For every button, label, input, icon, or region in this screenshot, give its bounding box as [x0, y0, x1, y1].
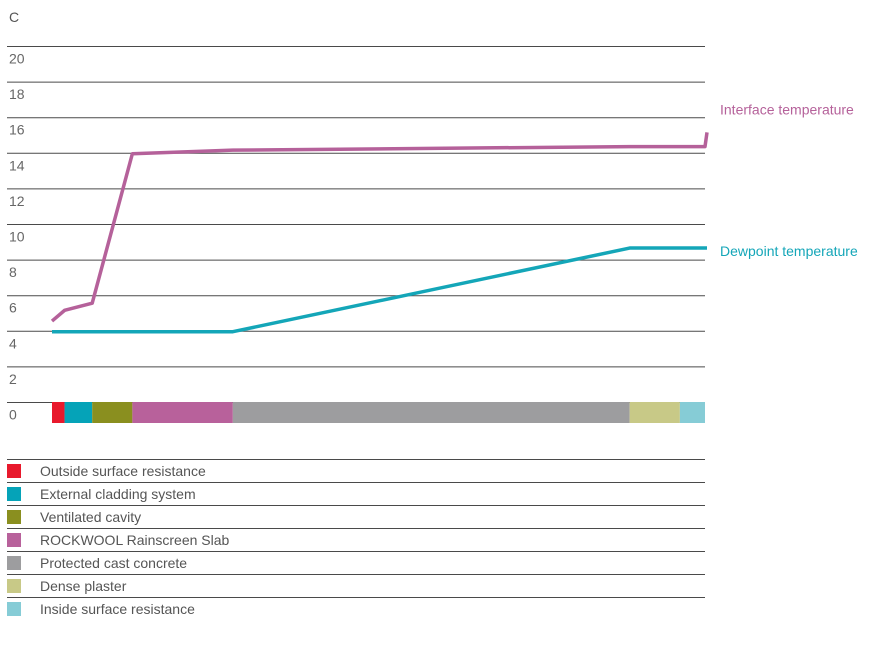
y-tick-label: 6 [9, 300, 17, 316]
series-label: Dewpoint temperature [720, 243, 858, 259]
series-label: Interface temperature [720, 101, 854, 117]
layer-segment [232, 402, 630, 423]
legend-swatch [7, 487, 21, 501]
legend-swatch [7, 533, 21, 547]
legend-label: Ventilated cavity [40, 509, 142, 525]
layer-segment [52, 402, 65, 423]
legend-item: Dense plaster [7, 574, 705, 597]
layer-segment [629, 402, 680, 423]
y-tick-label: 0 [9, 407, 17, 423]
series-line [52, 246, 707, 334]
y-tick-label: 14 [9, 157, 25, 173]
legend-swatch [7, 556, 21, 570]
legend-item: Inside surface resistance [7, 597, 705, 620]
legend-label: Outside surface resistance [40, 463, 206, 479]
series-labels: Interface temperature Dewpoint temperatur… [720, 101, 858, 259]
layer-segment [64, 402, 93, 423]
y-tick-label: 18 [9, 86, 25, 102]
legend-item: External cladding system [7, 482, 705, 505]
y-tick-label: 4 [9, 335, 17, 351]
series-line [50, 132, 709, 323]
layer-segment [679, 402, 705, 423]
legend-label: ROCKWOOL Rainscreen Slab [40, 532, 230, 548]
legend-item: ROCKWOOL Rainscreen Slab [7, 528, 705, 551]
legend-item: Protected cast concrete [7, 551, 705, 574]
series-lines [50, 132, 709, 334]
legend-label: Inside surface resistance [40, 601, 195, 617]
legend-label: Dense plaster [40, 578, 127, 594]
y-tick-label: 16 [9, 122, 25, 138]
layer-bar [52, 402, 705, 423]
y-tick-label: 8 [9, 264, 17, 280]
legend-item: Outside surface resistance [7, 459, 705, 482]
layer-segment [92, 402, 133, 423]
legend-label: External cladding system [40, 486, 196, 502]
legend-swatch [7, 579, 21, 593]
legend: Outside surface resistance External cladd… [7, 459, 705, 620]
temperature-chart: C 0 2 4 6 8 10 12 14 16 18 20 Interface temperatur… [7, 9, 858, 423]
legend-item: Ventilated cavity [7, 505, 705, 528]
layer-segment [132, 402, 233, 423]
legend-swatch [7, 464, 21, 478]
y-axis-label: C [9, 9, 19, 25]
legend-swatch [7, 602, 21, 616]
y-tick-label: 2 [9, 371, 17, 387]
y-tick-label: 20 [9, 51, 25, 67]
y-tick-labels: 0 2 4 6 8 10 12 14 16 18 20 [9, 51, 25, 423]
legend-label: Protected cast concrete [40, 555, 188, 571]
legend-swatch [7, 510, 21, 524]
y-tick-label: 12 [9, 193, 25, 209]
y-tick-label: 10 [9, 229, 25, 245]
